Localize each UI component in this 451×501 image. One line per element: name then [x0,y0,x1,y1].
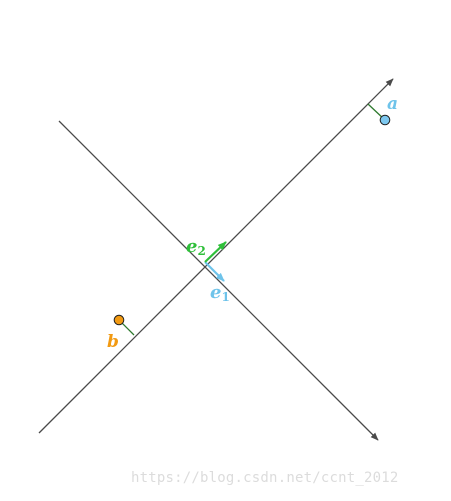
point-a-dot [379,114,391,126]
label-e1-main: e [210,282,221,303]
axis-e2-line [38,78,394,434]
e2-vector-arrow [204,241,227,263]
label-b: b [107,332,119,352]
label-e2: e2 [186,236,206,258]
point-b-dot [113,314,125,326]
label-e2-sub: 2 [197,244,205,258]
axis-e1-line [58,120,379,441]
label-e1-sub: 1 [221,290,229,304]
watermark-url: https://blog.csdn.net/ccnt_2012 [131,470,399,486]
e1-vector-arrow [204,261,225,282]
label-e2-main: e [186,236,197,257]
label-e1: e1 [210,282,230,304]
label-a: a [387,94,398,114]
